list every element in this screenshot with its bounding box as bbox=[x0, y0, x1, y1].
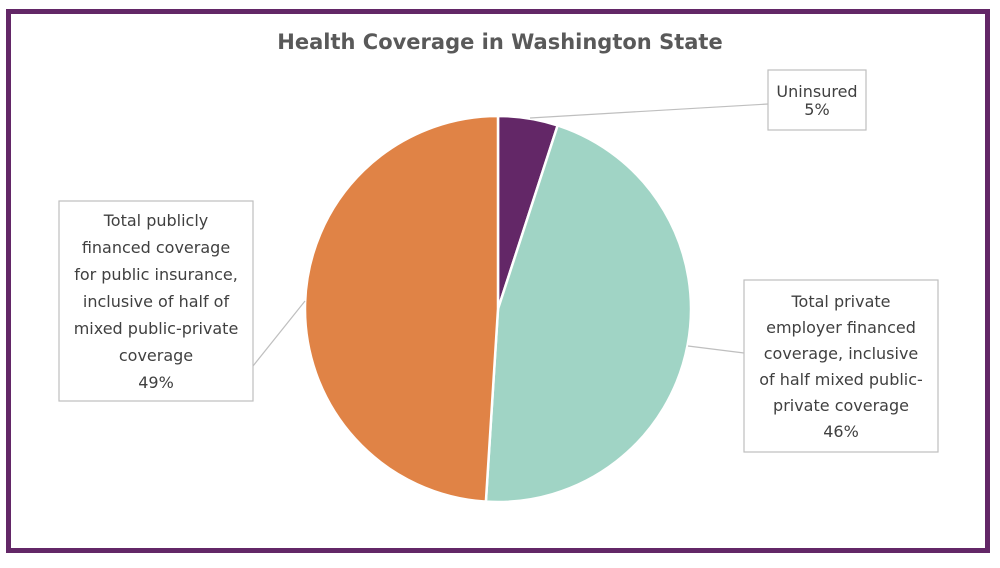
data-label-text: inclusive of half of bbox=[83, 292, 230, 311]
data-label-text: financed coverage bbox=[82, 238, 230, 257]
leader-line bbox=[529, 103, 769, 119]
leader-line bbox=[687, 345, 745, 354]
data-label-text: coverage bbox=[119, 346, 193, 365]
data-label-percent: 5% bbox=[804, 100, 829, 119]
leader-line bbox=[252, 300, 306, 367]
data-label-percent: 49% bbox=[138, 373, 174, 392]
pie-slice-2 bbox=[484, 123, 693, 504]
data-label-box bbox=[767, 69, 867, 131]
data-label-text: coverage, inclusive bbox=[764, 344, 919, 363]
data-label-text: Uninsured bbox=[776, 82, 857, 101]
data-label-text: employer financed bbox=[766, 318, 916, 337]
data-label-text: of half mixed public- bbox=[759, 370, 923, 389]
data-label-box bbox=[743, 279, 939, 453]
data-label-text: mixed public-private bbox=[74, 319, 239, 338]
data-label-box bbox=[58, 200, 254, 402]
data-label-text: Total publicly bbox=[103, 211, 209, 230]
data-label-text: private coverage bbox=[773, 396, 909, 415]
data-label-percent: 46% bbox=[823, 422, 859, 441]
data-label-text: for public insurance, bbox=[74, 265, 238, 284]
pie-slice-3 bbox=[303, 114, 500, 503]
data-label-text: Total private bbox=[790, 292, 890, 311]
chart-title: Health Coverage in Washington State bbox=[277, 30, 723, 54]
